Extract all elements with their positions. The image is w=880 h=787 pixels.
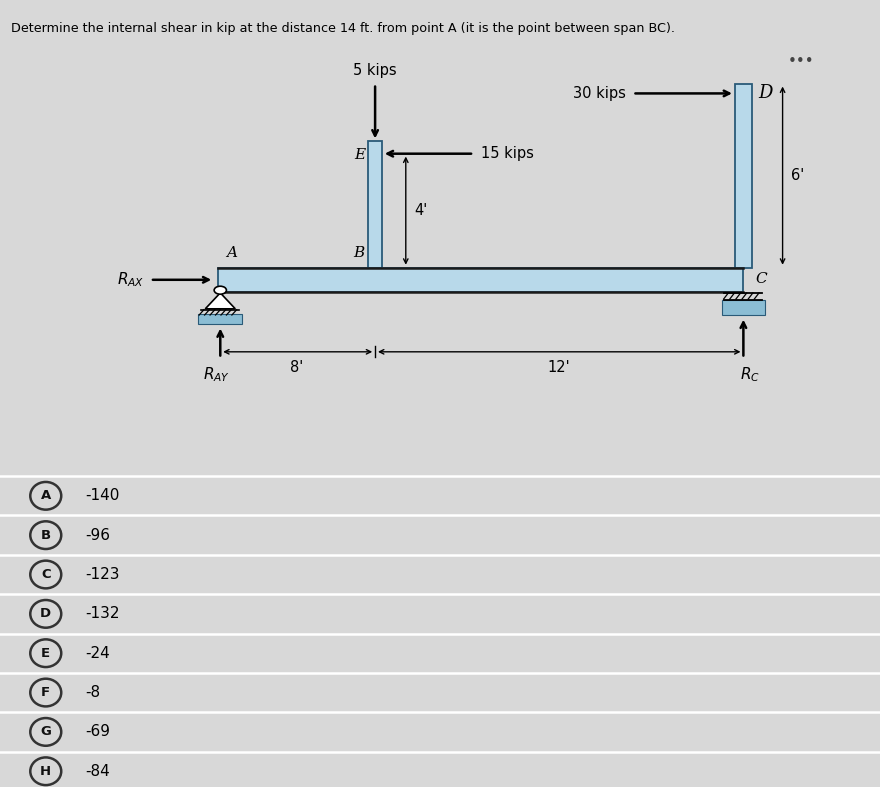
Text: 15 kips: 15 kips (480, 146, 533, 161)
Bar (735, 83, 752, 268)
Text: B: B (354, 246, 365, 260)
Polygon shape (205, 293, 235, 309)
Text: B: B (40, 529, 51, 541)
Text: E: E (354, 148, 365, 161)
Text: 4': 4' (414, 203, 427, 218)
Text: •••: ••• (788, 54, 815, 69)
Text: F: F (41, 686, 50, 699)
Text: $R_C$: $R_C$ (740, 365, 760, 384)
Bar (199, 314, 242, 324)
Text: $R_{AY}$: $R_{AY}$ (203, 365, 231, 384)
Text: -123: -123 (85, 567, 120, 582)
Text: H: H (40, 765, 51, 778)
Text: C: C (41, 568, 50, 581)
Text: -84: -84 (85, 763, 110, 779)
Text: 6': 6' (791, 168, 804, 183)
Text: 30 kips: 30 kips (573, 86, 626, 101)
Bar (369, 142, 382, 268)
Text: A: A (226, 246, 238, 260)
Text: -132: -132 (85, 606, 120, 622)
Text: -24: -24 (85, 645, 110, 661)
Text: -96: -96 (85, 527, 110, 543)
Text: 12': 12' (548, 360, 570, 375)
Text: C: C (756, 272, 767, 286)
Text: D: D (40, 608, 51, 620)
Text: D: D (759, 83, 774, 102)
Text: A: A (40, 490, 51, 502)
Text: E: E (41, 647, 50, 660)
Text: -8: -8 (85, 685, 100, 700)
Bar (218, 268, 744, 292)
Circle shape (214, 286, 226, 294)
Text: Determine the internal shear in kip at the distance 14 ft. from point A (it is t: Determine the internal shear in kip at t… (11, 22, 676, 35)
Text: -69: -69 (85, 724, 110, 740)
Bar (722, 300, 766, 315)
Text: 8': 8' (290, 360, 304, 375)
Text: 5 kips: 5 kips (353, 63, 397, 79)
Text: $R_{AX}$: $R_{AX}$ (117, 271, 144, 289)
Text: G: G (40, 726, 51, 738)
Text: -140: -140 (85, 488, 120, 504)
